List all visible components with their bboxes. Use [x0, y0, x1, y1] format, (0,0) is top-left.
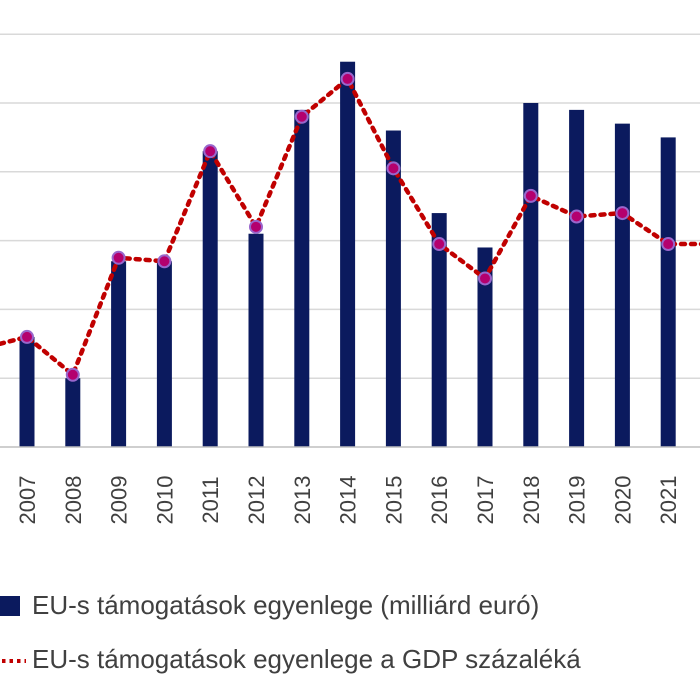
x-tick-label: 2007 [15, 476, 40, 525]
x-tick-label: 2010 [152, 476, 177, 525]
bar-2014 [340, 61, 356, 447]
x-tick-label: 2012 [244, 476, 269, 525]
x-tick-label: 2018 [519, 476, 544, 525]
x-tick-label: 2020 [610, 476, 635, 525]
line-point-2021 [661, 237, 676, 252]
bar-2019 [569, 109, 585, 447]
bar-2017 [477, 247, 493, 447]
x-tick-label: 2014 [336, 476, 361, 525]
line-point-2017 [478, 271, 492, 286]
bar-2007 [19, 336, 35, 447]
x-tick-label: 2017 [473, 476, 498, 525]
legend-item-bars: EU-s támogatások egyenlege (milliárd eur… [0, 586, 700, 626]
x-tick-label: 2015 [381, 476, 406, 525]
bar-2011 [202, 151, 218, 447]
bar-2018 [523, 103, 539, 447]
bar-2008 [65, 378, 81, 447]
bar-2020 [614, 123, 630, 447]
line-point-2009 [111, 250, 126, 265]
legend-item-line: EU-s támogatások egyenlege a GDP százalé… [0, 640, 700, 680]
legend-label-line: EU-s támogatások egyenlege a GDP százalé… [32, 644, 581, 674]
line-point-2013 [294, 109, 309, 124]
line-point-2020 [615, 206, 630, 221]
bar-2010 [156, 261, 172, 447]
x-tick-label: 2016 [427, 476, 452, 525]
x-tick-labels: 2007 2008 2009 2010 2011 2012 2013 2014 2015 2016… [15, 476, 681, 525]
bar-2009 [111, 261, 127, 447]
bar-2013 [294, 109, 310, 447]
line-markers [20, 71, 676, 382]
line-point-2012 [249, 219, 263, 234]
legend-label-bars: EU-s támogatások egyenlege (milliárd eur… [32, 590, 540, 620]
x-tick-label: 2009 [107, 476, 132, 525]
x-tick-label: 2011 [198, 476, 223, 523]
bar-2021 [660, 137, 676, 447]
bar-2015 [385, 130, 401, 447]
x-tick-label: 2021 [656, 476, 681, 525]
line-point-2016 [432, 237, 447, 252]
line-point-2019 [569, 209, 584, 224]
bar-2012 [248, 233, 264, 447]
line-point-2011 [203, 144, 218, 159]
line-point-2008 [65, 367, 80, 382]
legend-bar-swatch [0, 596, 20, 616]
x-tick-label: 2008 [61, 476, 86, 525]
line-point-2007 [20, 329, 34, 344]
line-point-2014 [340, 71, 355, 86]
line-point-2018 [523, 188, 538, 203]
x-tick-label: 2013 [290, 476, 315, 525]
bar-series [19, 61, 676, 447]
bar-2016 [431, 213, 447, 447]
line-point-2015 [386, 161, 401, 176]
line-point-2010 [157, 254, 172, 269]
x-tick-label: 2019 [565, 476, 590, 525]
